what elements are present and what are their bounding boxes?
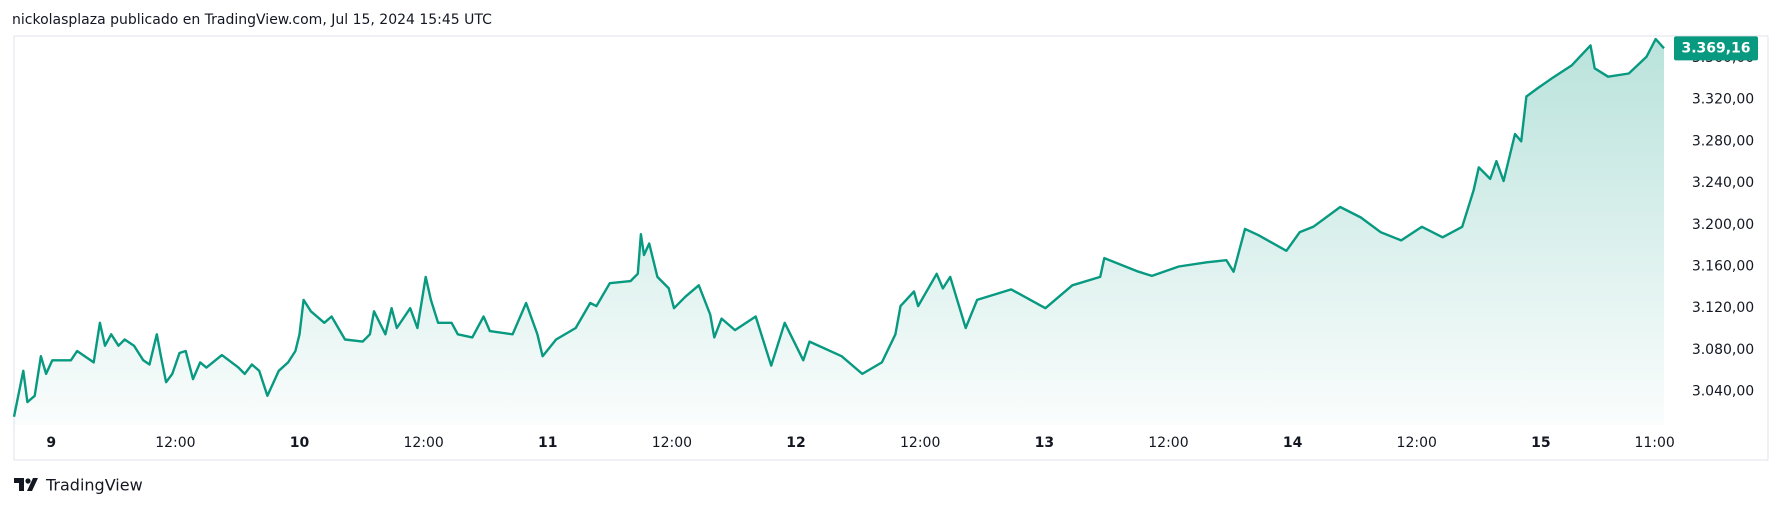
x-tick-label: 10 [290,435,310,451]
x-tick-label: 12:00 [403,435,443,451]
x-tick-label: 12:00 [155,435,195,451]
header: nickolasplaza publicado en TradingView.c… [12,12,492,28]
footer-brand: TradingView [45,476,143,495]
area-fill [14,39,1664,425]
last-price-tag [1674,36,1758,61]
chart-frame [13,35,1769,461]
y-tick-label: 3.120,00 [1692,300,1754,316]
y-tick-label: 3.320,00 [1692,92,1754,108]
y-tick-label: 3.280,00 [1692,133,1754,149]
x-tick-label: 12:00 [900,435,940,451]
y-tick-label: 3.040,00 [1692,384,1754,400]
y-tick-label: 3.200,00 [1692,217,1754,233]
x-tick-label: 11 [538,435,557,451]
x-tick-label: 12:00 [1148,435,1188,451]
y-tick-label: 3.240,00 [1692,175,1754,191]
x-tick-label: 14 [1283,435,1303,451]
x-tick-label: 12 [786,435,805,451]
x-tick-label: 11:00 [1634,435,1674,451]
y-tick-label: 3.160,00 [1692,258,1754,274]
x-tick-label: 13 [1035,435,1054,451]
x-tick-label: 9 [46,435,56,451]
last-price-label: 3.369,16 [1681,40,1750,56]
x-tick-label: 12:00 [652,435,692,451]
x-tick-label: 12:00 [1397,435,1437,451]
price-line [12,37,1665,417]
tradingview-logo [14,478,38,491]
y-tick-label: 3.080,00 [1692,342,1754,358]
x-tick-label: 15 [1531,435,1550,451]
